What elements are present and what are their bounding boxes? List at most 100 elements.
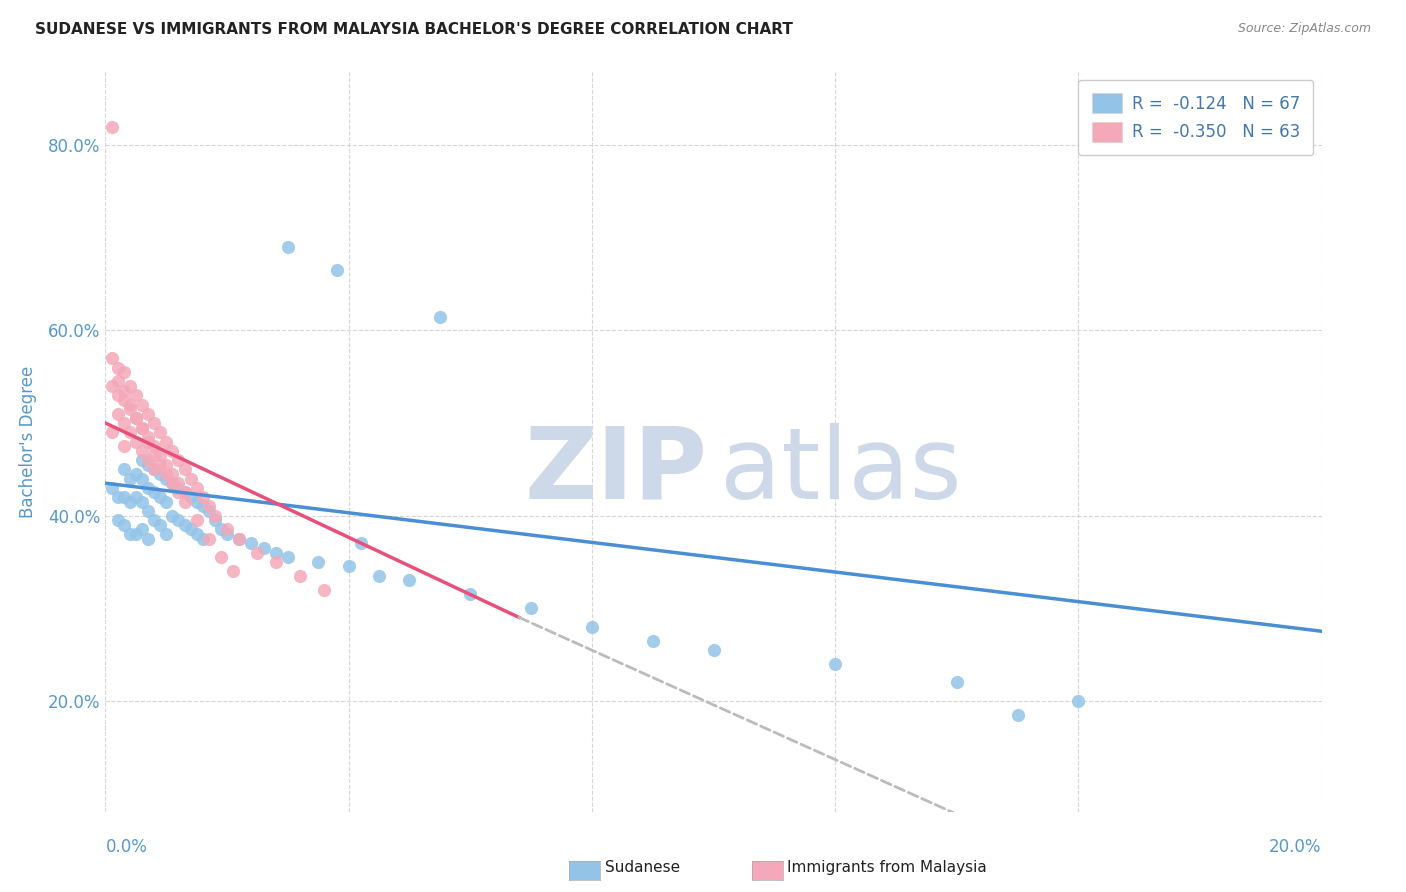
Point xyxy=(136,453,159,467)
Point xyxy=(277,550,299,565)
Point xyxy=(143,462,166,476)
Point xyxy=(641,633,664,648)
Text: 20.0%: 20.0% xyxy=(1270,838,1322,856)
Point xyxy=(112,365,135,379)
Point xyxy=(198,504,221,518)
Point xyxy=(368,568,391,582)
Point xyxy=(252,541,274,555)
Text: ZIP: ZIP xyxy=(524,423,707,520)
Point xyxy=(131,453,153,467)
Point xyxy=(173,517,195,532)
Point xyxy=(125,411,148,425)
Point xyxy=(131,397,153,411)
Legend: R =  -0.124   N = 67, R =  -0.350   N = 63: R = -0.124 N = 67, R = -0.350 N = 63 xyxy=(1078,79,1313,155)
Point xyxy=(155,458,177,472)
Point xyxy=(204,508,226,523)
Point xyxy=(167,476,190,491)
Point xyxy=(118,494,141,508)
Point xyxy=(702,642,725,657)
Point xyxy=(204,513,226,527)
Point xyxy=(458,587,481,601)
Point xyxy=(198,500,221,514)
Point xyxy=(136,430,159,444)
Point xyxy=(155,467,177,481)
Point xyxy=(191,490,214,504)
Point xyxy=(337,559,360,574)
Point xyxy=(217,523,239,537)
Point xyxy=(314,582,336,597)
Point xyxy=(125,527,148,541)
Point xyxy=(136,481,159,495)
Point xyxy=(173,485,195,500)
Point xyxy=(217,527,239,541)
Point xyxy=(136,504,159,518)
Point xyxy=(125,490,148,504)
Text: Immigrants from Malaysia: Immigrants from Malaysia xyxy=(787,860,987,874)
Point xyxy=(167,453,190,467)
Point xyxy=(112,416,135,430)
Text: Sudanese: Sudanese xyxy=(605,860,679,874)
Point xyxy=(136,458,159,472)
Point xyxy=(288,568,311,582)
Point xyxy=(173,462,195,476)
Point xyxy=(131,523,153,537)
Point xyxy=(107,375,129,389)
Text: atlas: atlas xyxy=(720,423,962,520)
Point xyxy=(118,379,141,393)
Point xyxy=(1007,707,1029,722)
Point xyxy=(228,532,250,546)
Point xyxy=(307,555,329,569)
Point xyxy=(228,532,250,546)
Point xyxy=(180,523,202,537)
Y-axis label: Bachelor's Degree: Bachelor's Degree xyxy=(18,366,37,517)
Point xyxy=(180,471,202,485)
Point xyxy=(162,443,184,458)
Point xyxy=(131,420,153,434)
Point xyxy=(264,546,287,560)
Point xyxy=(149,458,172,472)
Point xyxy=(581,619,603,633)
Point xyxy=(112,462,135,476)
Point xyxy=(100,481,122,495)
Point xyxy=(209,523,232,537)
Point xyxy=(222,564,245,578)
Point xyxy=(125,434,148,449)
Point xyxy=(149,490,172,504)
Point xyxy=(162,476,184,491)
Point xyxy=(186,494,208,508)
Point xyxy=(149,467,172,481)
Point xyxy=(131,443,153,458)
Point xyxy=(143,485,166,500)
Point xyxy=(824,657,846,671)
Point xyxy=(107,388,129,402)
Point xyxy=(520,601,543,615)
Point xyxy=(149,449,172,463)
Point xyxy=(149,517,172,532)
Point xyxy=(325,263,347,277)
Point xyxy=(186,513,208,527)
Point xyxy=(100,351,122,366)
Point xyxy=(131,471,153,485)
Point xyxy=(350,536,373,550)
Point xyxy=(277,240,299,254)
Point xyxy=(107,407,129,421)
Point xyxy=(167,513,190,527)
Point xyxy=(264,555,287,569)
Point xyxy=(167,485,190,500)
Point xyxy=(162,508,184,523)
Point xyxy=(198,532,221,546)
Point xyxy=(155,527,177,541)
Point xyxy=(112,517,135,532)
Point xyxy=(131,494,153,508)
Point xyxy=(429,310,451,324)
Point xyxy=(118,397,141,411)
Point xyxy=(143,462,166,476)
Point xyxy=(112,439,135,453)
Point xyxy=(112,392,135,407)
Point xyxy=(107,513,129,527)
Point xyxy=(186,527,208,541)
Point xyxy=(125,388,148,402)
Point xyxy=(1067,694,1090,708)
Point xyxy=(118,425,141,440)
Point xyxy=(125,411,148,425)
